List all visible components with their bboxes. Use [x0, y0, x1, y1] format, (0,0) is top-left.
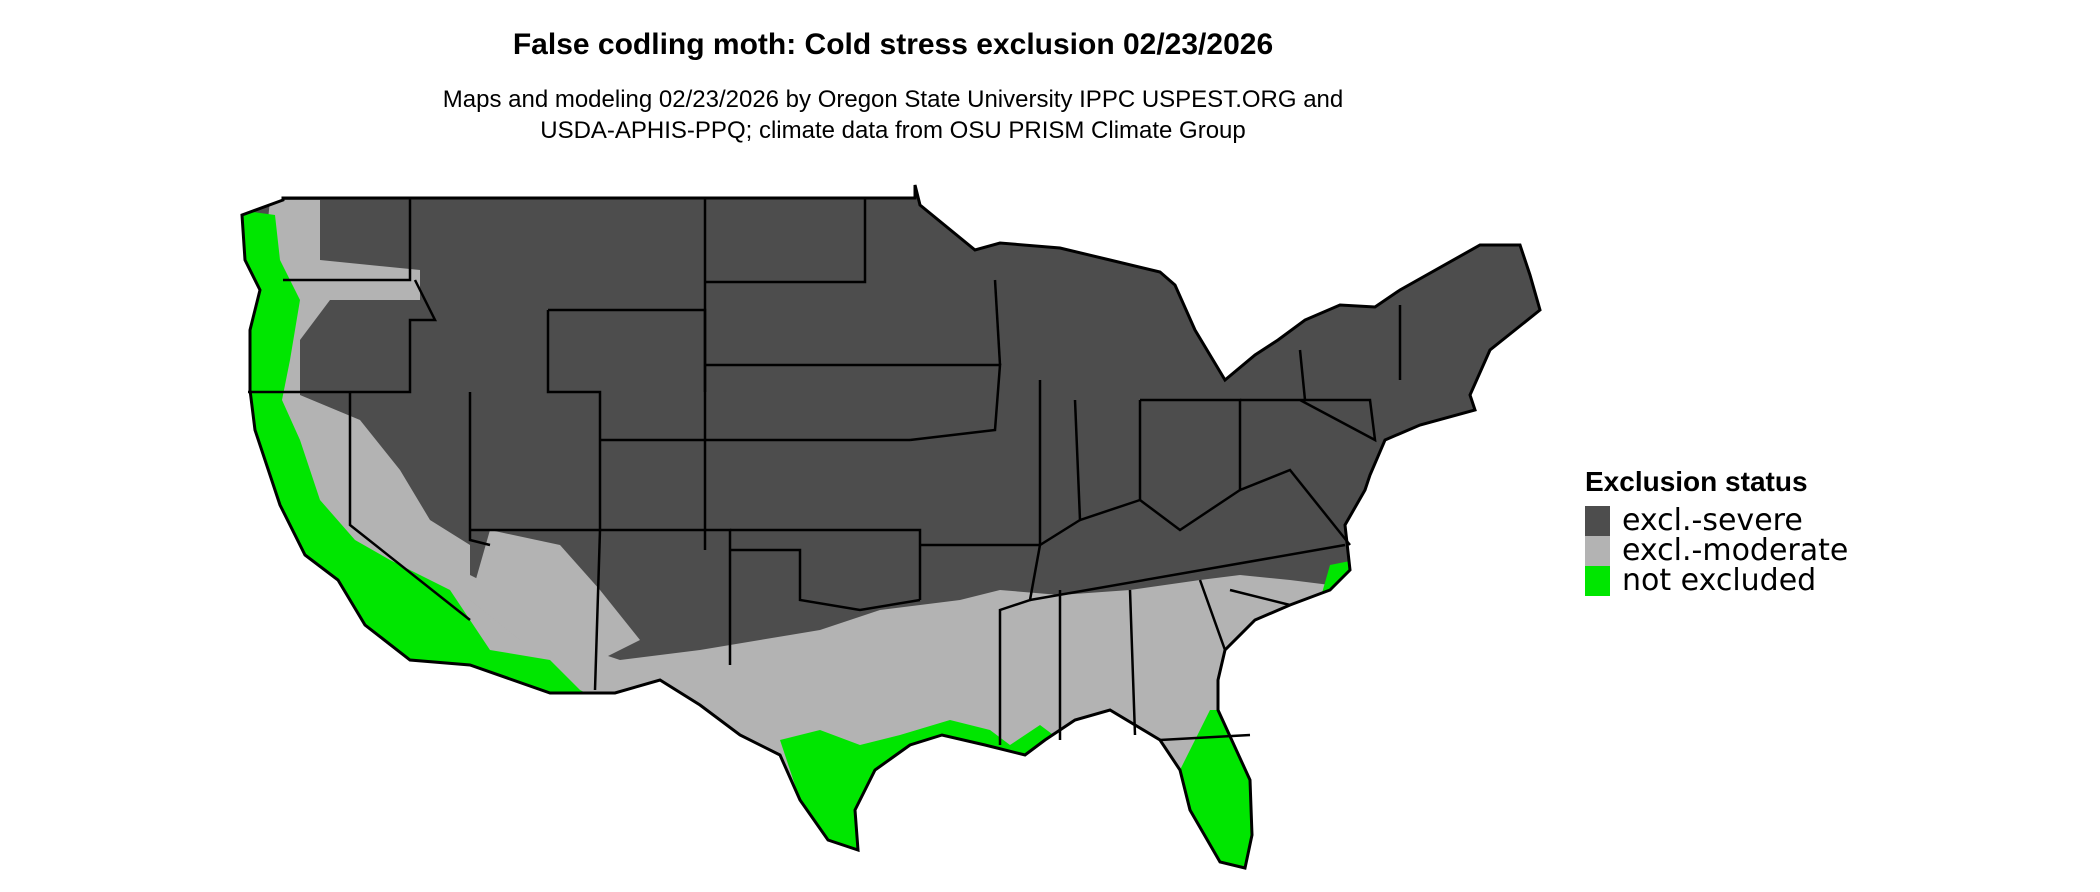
border-sc-fl [1159, 588, 1291, 742]
border-ny-ne [1240, 305, 1402, 443]
legend-label: excl.-moderate [1622, 533, 1849, 568]
subtitle-line-2: USDA-APHIS-PPQ; climate data from OSU PR… [540, 117, 1246, 144]
legend-title: Exclusion status [1585, 466, 1808, 497]
legend-item-excl-moderate: excl.-moderate [1585, 536, 1848, 566]
legend-swatch-moderate [1585, 536, 1610, 566]
state-borders [248, 198, 1402, 745]
border-nv-ut [468, 392, 491, 547]
border-wa-or [283, 198, 412, 282]
border-oh [1138, 400, 1241, 532]
border-or-id [248, 279, 438, 394]
legend-label: not excluded [1622, 563, 1817, 598]
legend: Exclusion status excl.-severe excl.-mode… [1585, 466, 1848, 596]
border-in [1073, 399, 1141, 522]
border-tn-nc [1029, 543, 1346, 602]
legend-item-not-excluded: not excluded [1585, 566, 1848, 596]
border-pa-wv-va [1140, 398, 1351, 546]
map-subtitle: Maps and modeling 02/23/2026 by Oregon S… [0, 84, 1786, 146]
border-ut-az [546, 310, 602, 691]
legend-label: excl.-severe [1622, 503, 1803, 538]
border-ia [880, 363, 1002, 442]
border-ca-nv [348, 392, 471, 621]
legend-swatch-not-excluded [1585, 566, 1610, 596]
border-mn [993, 279, 1002, 366]
border-ok-tx [730, 548, 921, 612]
border-il [1038, 380, 1081, 548]
legend-swatch-severe [1585, 506, 1610, 536]
map-title: False codling moth: Cold stress exclusio… [512, 28, 1274, 61]
subtitle-line-1: Maps and modeling 02/23/2026 by Oregon S… [442, 86, 1344, 113]
border-ks-ok [730, 528, 922, 600]
legend-item-excl-severe: excl.-severe [1585, 506, 1848, 536]
border-nd-sd [705, 198, 867, 284]
border-ms-al-ga [1058, 579, 1227, 740]
